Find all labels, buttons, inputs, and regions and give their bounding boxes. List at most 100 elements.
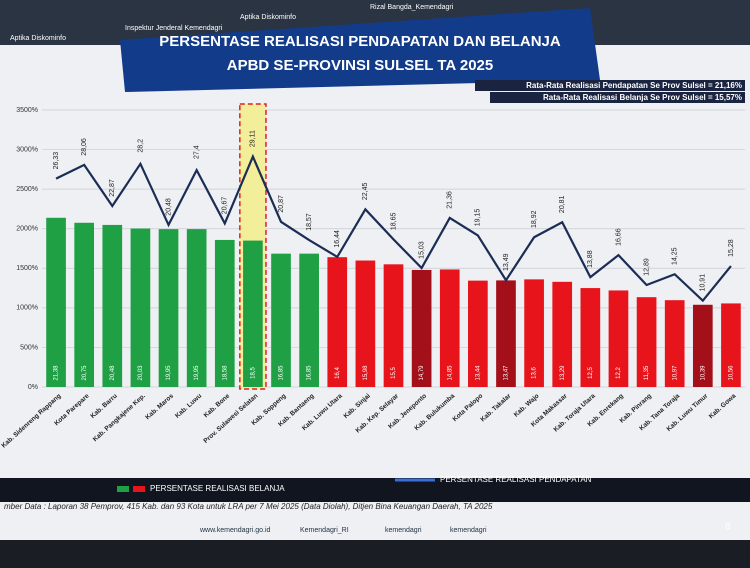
line-value-label: 14,25: [672, 247, 679, 265]
bar-value-label: 16,85: [307, 365, 313, 381]
footer-link: kemendagri: [385, 527, 422, 534]
y-tick-label: 0%: [28, 384, 38, 391]
annotation: Rata-Rata Realisasi Belanja Se Prov Suls…: [543, 93, 742, 102]
bar: [271, 253, 291, 387]
y-tick-label: 1000%: [16, 305, 38, 312]
line-value-label: 16,44: [334, 230, 341, 248]
bar-value-label: 15,98: [363, 365, 369, 381]
bar: [158, 229, 179, 387]
annotation-box: [475, 80, 745, 91]
y-tick-label: 2000%: [16, 226, 38, 233]
bar: [383, 264, 404, 387]
bar-value-label: 20,03: [138, 365, 144, 381]
line-value-label: 15,03: [418, 241, 425, 259]
bar-value-label: 19,95: [194, 365, 200, 381]
legend-swatch: [133, 486, 145, 492]
footer-link: kemendagri: [450, 527, 487, 534]
line-value-label: 18,92: [531, 210, 538, 228]
bar: [355, 260, 376, 387]
bar-value-label: 10,97: [672, 365, 678, 381]
bar: [46, 217, 66, 387]
y-tick-label: 2500%: [16, 186, 38, 193]
bar: [721, 303, 741, 387]
bar-value-label: 18,58: [222, 365, 228, 381]
line-value-label: 22,45: [362, 182, 369, 200]
bar-value-label: 20,75: [82, 365, 88, 381]
line-value-label: 20,81: [559, 195, 566, 213]
line-value-label: 16,66: [615, 228, 622, 246]
bar-value-label: 20,48: [110, 365, 116, 381]
y-tick-label: 1500%: [16, 265, 38, 272]
bar-value-label: 12,5: [588, 367, 594, 379]
line-value-label: 21,36: [447, 191, 454, 209]
bar: [692, 304, 713, 387]
line-value-label: 29,11: [250, 130, 257, 147]
bar-value-label: 19,95: [166, 365, 172, 381]
video-label: Aptika Diskominfo: [240, 14, 296, 21]
video-label: Aptika Diskominfo: [10, 35, 66, 42]
page-number: 8: [725, 522, 731, 533]
bar: [552, 281, 573, 387]
bar-value-label: 10,56: [729, 365, 735, 381]
annotation-box: [490, 92, 745, 103]
chart-title: PERSENTASE REALISASI PENDAPATAN DAN BELA…: [159, 33, 561, 50]
bar: [524, 279, 544, 387]
bar: [664, 300, 685, 387]
bar: [243, 240, 263, 387]
source: mber Data : Laporan 38 Pemprov, 415 Kab.…: [4, 502, 493, 511]
line-value-label: 20,67: [222, 197, 229, 215]
bar-value-label: 18,5: [250, 367, 256, 379]
bar-value-label: 11,35: [644, 365, 650, 380]
bar-value-label: 21,38: [54, 365, 60, 381]
bar: [439, 269, 460, 387]
bar-value-label: 16,4: [335, 367, 341, 379]
bar-value-label: 13,29: [560, 365, 566, 381]
bar: [468, 280, 488, 387]
title-banner: [120, 8, 600, 92]
annotation: Rata-Rata Realisasi Pendapatan Se Prov S…: [526, 81, 742, 90]
footer-link: Kemendagri_RI: [300, 527, 349, 534]
line-value-label: 15,28: [728, 239, 735, 257]
bar: [411, 269, 432, 387]
line-value-label: 19,15: [475, 209, 482, 227]
bar: [496, 280, 516, 387]
bar-value-label: 15,5: [391, 367, 397, 379]
footer-link: www.kemendagri.go.id: [199, 527, 271, 534]
bar: [74, 222, 95, 387]
bar: [327, 257, 348, 387]
bar: [608, 290, 629, 387]
line-value-label: 18,65: [390, 213, 397, 231]
bar: [299, 253, 319, 387]
video-label: Inspektur Jenderal Kemendagri: [125, 25, 223, 32]
legend-swatch: [117, 486, 129, 492]
bar: [102, 224, 123, 387]
bar-value-label: 14,79: [419, 365, 425, 381]
line-value-label: 20,48: [165, 198, 172, 216]
bar-value-label: 13,6: [532, 367, 538, 379]
bar-value-label: 13,47: [504, 365, 510, 381]
bar: [130, 228, 151, 387]
line-value-label: 10,91: [700, 274, 707, 292]
line-value-label: 28,2: [137, 139, 144, 153]
bar-value-label: 10,39: [700, 365, 706, 381]
line-value-label: 22,87: [109, 179, 116, 197]
bar-value-label: 12,2: [616, 367, 622, 379]
line-value-label: 13,49: [503, 253, 510, 271]
chart-title: APBD SE-PROVINSI SULSEL TA 2025: [227, 57, 493, 74]
video-label: Rizal Bangda_Kemendagri: [370, 4, 454, 11]
line-value-label: 13,88: [587, 250, 594, 268]
line-value-label: 18,57: [306, 213, 313, 231]
line: [55, 153, 732, 303]
y-tick-label: 3000%: [16, 146, 38, 153]
legend-label: PERSENTASE REALISASI BELANJA: [150, 484, 285, 493]
line-value-label: 12,89: [643, 258, 650, 276]
line-value-label: 27,4: [194, 145, 201, 159]
line-value-label: 20,87: [278, 195, 285, 213]
bar-value-label: 13,44: [475, 365, 481, 381]
bar-value-label: 14,85: [447, 365, 453, 381]
bar-value-label: 16,85: [279, 365, 285, 381]
bar: [214, 239, 235, 387]
line-value-label: 28,06: [81, 138, 88, 156]
line-value-label: 26,33: [53, 152, 60, 170]
